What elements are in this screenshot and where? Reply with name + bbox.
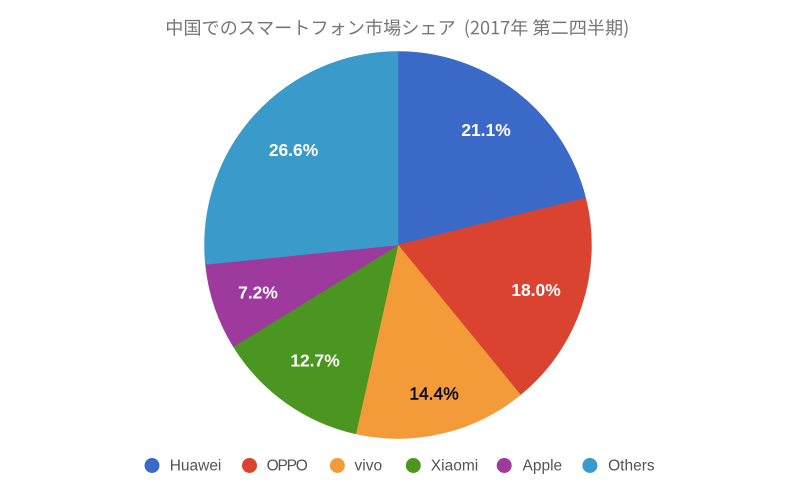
svg-text:Apple: Apple [523,458,563,475]
svg-text:21.1%: 21.1% [461,120,510,140]
svg-text:Others: Others [608,458,655,475]
svg-text:26.6%: 26.6% [269,140,318,160]
svg-text:Xiaomi: Xiaomi [431,458,478,475]
svg-text:14.4%: 14.4% [409,384,458,404]
svg-text:Huawei: Huawei [170,458,222,475]
svg-text:OPPO: OPPO [267,458,308,475]
svg-text:vivo: vivo [355,458,383,475]
svg-text:12.7%: 12.7% [290,351,339,371]
svg-text:7.2%: 7.2% [238,283,278,303]
svg-text:18.0%: 18.0% [511,280,560,300]
